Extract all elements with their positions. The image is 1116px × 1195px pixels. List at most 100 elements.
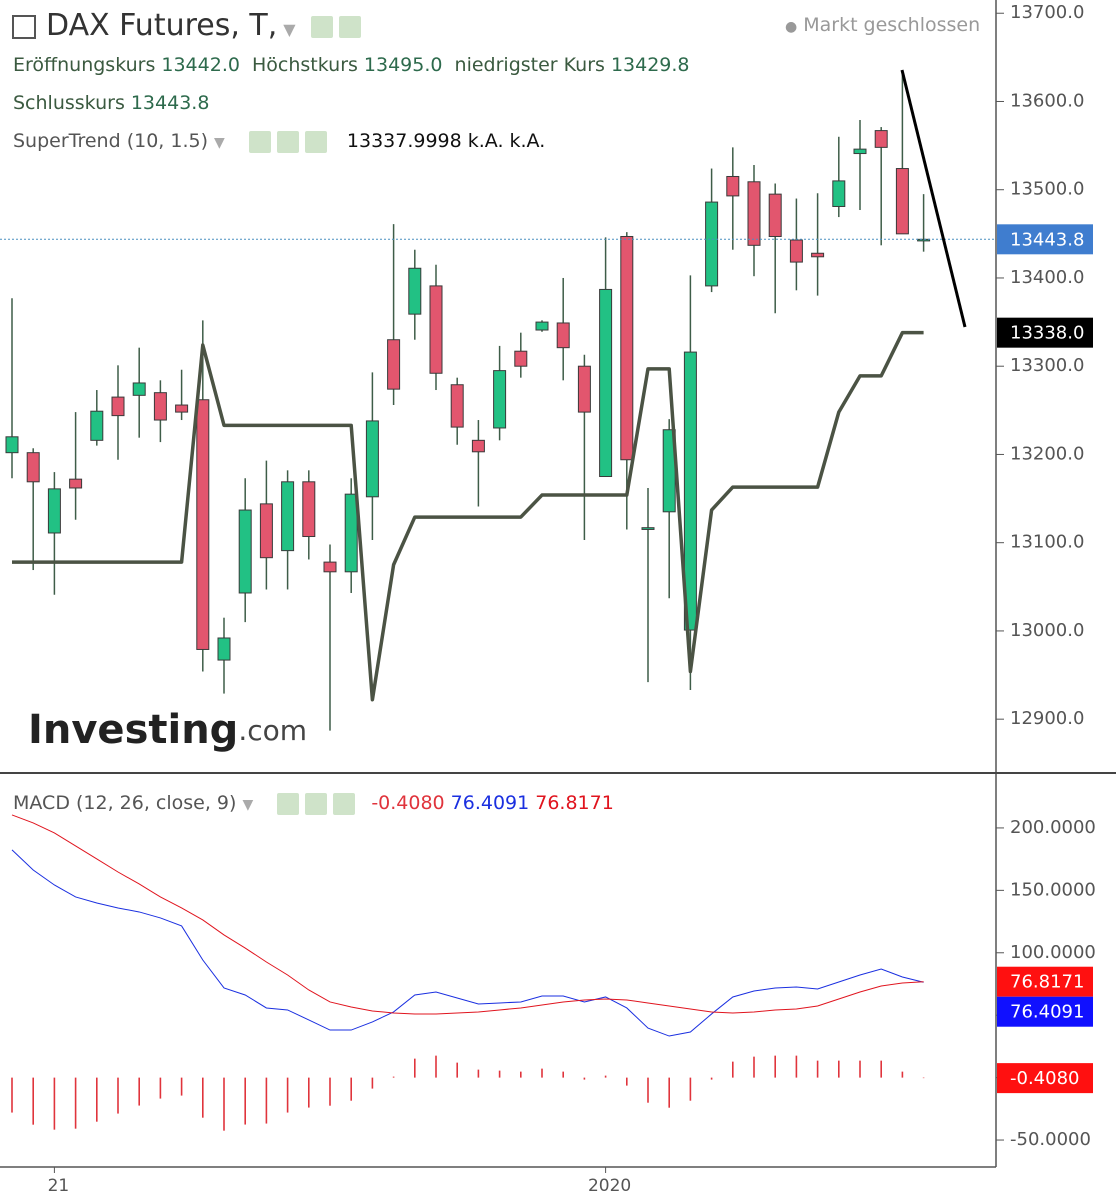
candle-body bbox=[705, 201, 719, 287]
candle-body bbox=[132, 382, 146, 396]
candle-body bbox=[577, 365, 591, 413]
ohlc-label: Schlusskurs bbox=[13, 92, 125, 114]
macd-legend: MACD (12, 26, close, 9) ▼ -0.4080 76.4091 7… bbox=[13, 792, 620, 815]
candle-body bbox=[26, 452, 40, 483]
close-row: Schlusskurs 13443.8 bbox=[13, 92, 215, 114]
gear-icon[interactable] bbox=[339, 15, 362, 38]
x-tick-label: 2020 bbox=[588, 1176, 631, 1195]
candle-body bbox=[874, 130, 888, 148]
dropdown-icon[interactable]: ▼ bbox=[242, 797, 254, 813]
price-marker-box bbox=[997, 1063, 1093, 1094]
supertrend-line bbox=[12, 330, 924, 702]
candle-body bbox=[620, 235, 634, 461]
candle-body bbox=[811, 252, 825, 258]
candle-body bbox=[217, 637, 231, 661]
watermark: Investing.com bbox=[28, 707, 307, 753]
candle-body bbox=[408, 267, 422, 315]
candle-body bbox=[514, 350, 528, 367]
candle-body bbox=[556, 322, 570, 349]
candle-body bbox=[535, 321, 549, 331]
y-tick-label: 13300.0 bbox=[1010, 355, 1084, 376]
price-marker-label: 76.4091 bbox=[1010, 1002, 1084, 1023]
candle-body bbox=[387, 339, 401, 390]
candle-body bbox=[323, 561, 337, 573]
price-marker-box bbox=[997, 317, 1093, 348]
y-tick-label: 13000.0 bbox=[1010, 620, 1084, 641]
ohlc-value: 13495.0 bbox=[363, 54, 443, 76]
candle-body bbox=[196, 399, 210, 650]
ohlc-value: 13429.8 bbox=[610, 54, 690, 76]
ohlc-row: Eröffnungskurs 13442.0 Höchstkurs 13495.0 … bbox=[13, 54, 696, 76]
watermark-suffix: .com bbox=[238, 714, 307, 747]
candle-body bbox=[47, 488, 61, 534]
y-tick-label: 13700.0 bbox=[1010, 2, 1084, 23]
y-tick-label: 150.0000 bbox=[1010, 879, 1096, 900]
eye-icon[interactable] bbox=[248, 130, 271, 153]
ohlc-label: Höchstkurs bbox=[252, 54, 358, 76]
candle-body bbox=[238, 509, 252, 594]
candle-body bbox=[917, 238, 931, 242]
macd-value: -0.4080 bbox=[371, 792, 445, 814]
status-dot: ● bbox=[785, 19, 798, 35]
gear-icon[interactable] bbox=[305, 792, 328, 815]
price-marker-label: 13338.0 bbox=[1010, 323, 1084, 344]
ohlc-label: niedrigster Kurs bbox=[454, 54, 605, 76]
y-tick-label: 13600.0 bbox=[1010, 90, 1084, 111]
candle-body bbox=[90, 410, 104, 441]
y-tick-label: 13400.0 bbox=[1010, 267, 1084, 288]
price-marker-box bbox=[997, 966, 1093, 997]
eye-icon[interactable] bbox=[277, 792, 300, 815]
dropdown-icon[interactable]: ▼ bbox=[214, 135, 225, 151]
candle-body bbox=[302, 481, 316, 538]
price-marker-box bbox=[997, 224, 1093, 255]
candle-body bbox=[281, 481, 295, 552]
collapse-icon[interactable] bbox=[12, 14, 36, 39]
candle-body bbox=[493, 370, 507, 429]
gear-icon[interactable] bbox=[276, 130, 299, 153]
dropdown-icon[interactable]: ▼ bbox=[283, 20, 296, 39]
indicator-value: k.A. bbox=[467, 130, 504, 152]
candle-body bbox=[259, 503, 273, 559]
candle-body bbox=[832, 180, 846, 207]
macd-value: 76.8171 bbox=[535, 792, 614, 814]
price-marker-label: -0.4080 bbox=[1010, 1068, 1079, 1089]
candle-body bbox=[747, 181, 761, 246]
candle-body bbox=[111, 396, 125, 417]
close-icon[interactable] bbox=[333, 792, 356, 815]
ohlc-value: 13442.0 bbox=[161, 54, 240, 76]
indicator-name: SuperTrend (10, 1.5) bbox=[13, 130, 209, 152]
candle-body bbox=[471, 439, 485, 453]
macd-line bbox=[11, 814, 924, 1015]
status-text: Markt geschlossen bbox=[803, 14, 981, 36]
price-marker-label: 13443.8 bbox=[1010, 229, 1084, 250]
close-icon[interactable] bbox=[304, 130, 327, 153]
watermark-main: Investing bbox=[28, 707, 238, 753]
candle-body bbox=[175, 404, 189, 413]
candle-body bbox=[599, 288, 613, 478]
trend-line bbox=[900, 69, 967, 328]
eye-icon[interactable] bbox=[311, 15, 334, 38]
candle-body bbox=[768, 193, 782, 237]
title-row: DAX Futures, T, ▼ bbox=[12, 8, 367, 43]
chart-title: DAX Futures, T, bbox=[46, 8, 278, 43]
candle-body bbox=[683, 351, 697, 631]
candle-body bbox=[789, 239, 803, 263]
candle-body bbox=[450, 384, 464, 428]
y-tick-label: 13200.0 bbox=[1010, 443, 1084, 464]
candle-body bbox=[429, 285, 443, 374]
candle-body bbox=[153, 392, 167, 421]
candle-body bbox=[853, 148, 867, 155]
y-tick-label: 12900.0 bbox=[1010, 708, 1084, 729]
y-tick-label: -50.0000 bbox=[1010, 1129, 1091, 1150]
candle-body bbox=[726, 175, 740, 197]
candle-body bbox=[895, 168, 909, 235]
status: ● Markt geschlossen bbox=[785, 14, 986, 36]
macd-line bbox=[11, 849, 924, 1037]
indicator-legend: SuperTrend (10, 1.5) ▼ 13337.9998 k.A. k.A. bbox=[13, 130, 551, 153]
price-marker-box bbox=[997, 996, 1093, 1027]
macd-value: 76.4091 bbox=[450, 792, 530, 814]
ohlc-label: Eröffnungskurs bbox=[13, 54, 156, 76]
